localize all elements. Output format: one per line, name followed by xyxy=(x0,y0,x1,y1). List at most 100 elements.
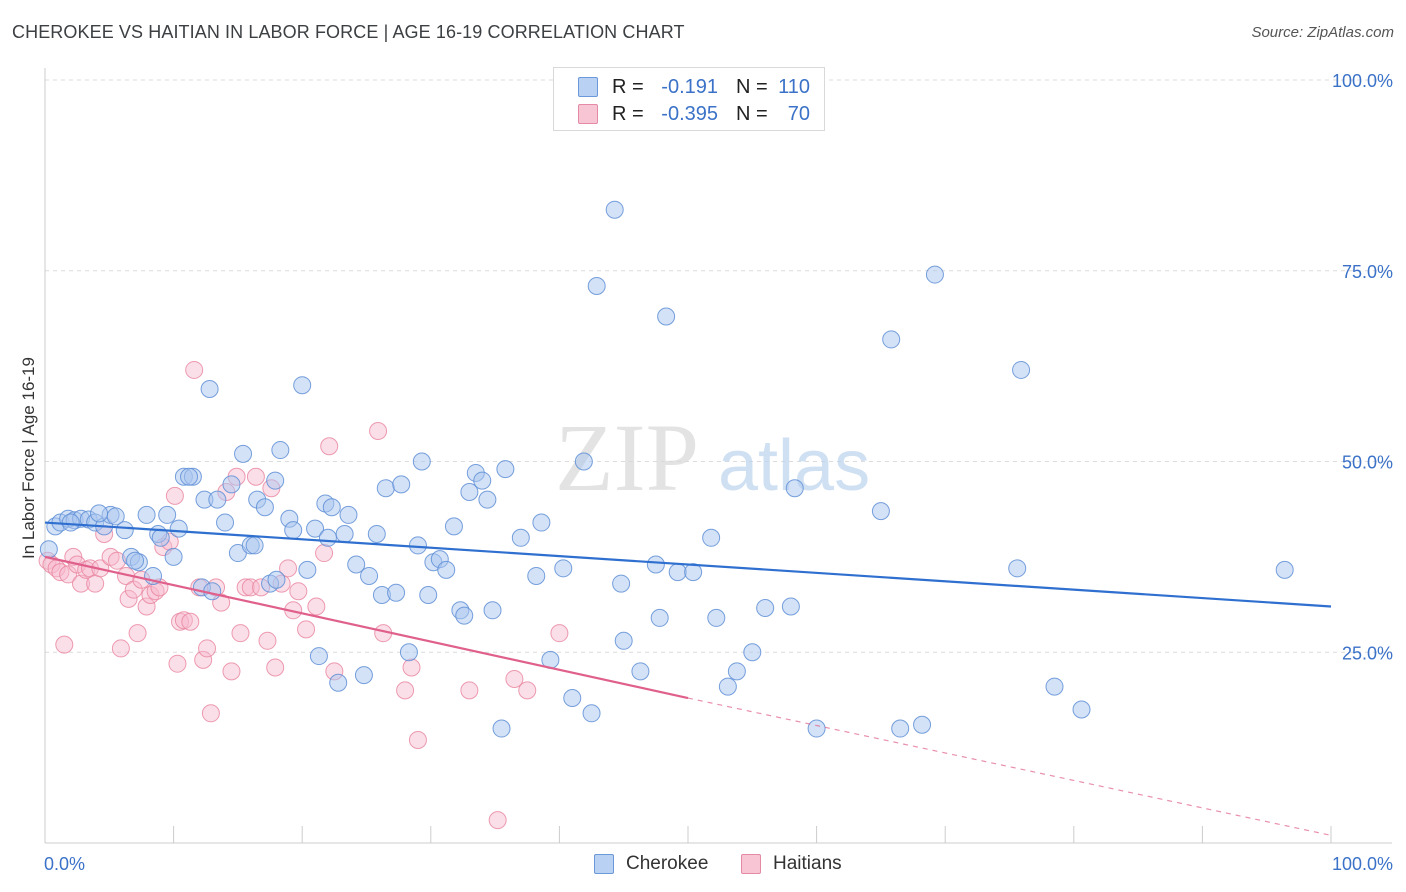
cherokee-point xyxy=(322,498,341,517)
cherokee-point xyxy=(882,330,901,349)
y-tick-label: 100.0% xyxy=(1332,71,1393,91)
cherokee-points xyxy=(39,200,1294,738)
cherokee-point xyxy=(460,483,479,502)
cherokee-point xyxy=(657,307,676,326)
cherokee-point xyxy=(702,528,721,547)
cherokee-point xyxy=(293,376,312,395)
cherokee-point xyxy=(483,601,502,620)
cherokee-point xyxy=(478,490,497,509)
x-tick-label: 100.0% xyxy=(1332,854,1393,874)
cherokee-point xyxy=(554,559,573,578)
cherokee-point xyxy=(511,528,530,547)
haitians-point xyxy=(201,704,220,723)
cherokee-point xyxy=(727,662,746,681)
haitians-points xyxy=(38,360,569,830)
cherokee-point xyxy=(646,555,665,574)
cherokee-point xyxy=(169,519,188,538)
cherokee-point xyxy=(612,574,631,593)
cherokee-point xyxy=(271,441,290,460)
cherokee-point xyxy=(335,524,354,543)
cherokee-point xyxy=(455,606,474,625)
cherokee-point xyxy=(158,505,177,524)
haitians-point xyxy=(266,658,285,677)
haitians-trendline xyxy=(44,555,689,700)
stats-legend: R = -0.191 N = 110 R = -0.395 N = 70 xyxy=(553,67,825,131)
cherokee-point xyxy=(419,586,438,605)
legend-item-cherokee[interactable]: Cherokee xyxy=(594,852,708,876)
haitians-point xyxy=(231,624,250,643)
n-value: 110 xyxy=(778,75,810,98)
cherokee-point xyxy=(785,479,804,498)
n-label: N = xyxy=(736,75,768,98)
cherokee-point xyxy=(115,521,134,540)
haitians-point xyxy=(222,662,241,681)
haitians-point xyxy=(59,565,78,584)
cherokee-trendline xyxy=(44,521,1332,608)
cherokee-point xyxy=(781,597,800,616)
cherokee-point xyxy=(496,460,515,479)
cherokee-point xyxy=(1012,360,1031,379)
cherokee-point xyxy=(668,563,687,582)
haitians-trendline-extension xyxy=(687,697,1332,836)
y-tick-label: 75.0% xyxy=(1342,262,1393,282)
haitians-point xyxy=(241,578,260,597)
cherokee-point xyxy=(871,502,890,521)
cherokee-point xyxy=(1072,700,1091,719)
cherokee-point xyxy=(444,517,463,536)
cherokee-point xyxy=(631,662,650,681)
n-label: N = xyxy=(736,102,768,125)
cherokee-point xyxy=(222,475,241,494)
cherokee-point xyxy=(492,719,511,738)
cherokee-point xyxy=(306,519,325,538)
haitians-point xyxy=(168,654,187,673)
haitians-point xyxy=(460,681,479,700)
haitians-point xyxy=(181,612,200,631)
cherokee-point xyxy=(208,490,227,509)
cherokee-point xyxy=(200,380,219,399)
haitians-point xyxy=(279,559,298,578)
cherokee-point xyxy=(1045,677,1064,696)
cherokee-point xyxy=(913,715,932,734)
haitians-point xyxy=(396,681,415,700)
haitians-point xyxy=(86,574,105,593)
cherokee-point xyxy=(574,452,593,471)
cherokee-point xyxy=(318,528,337,547)
cherokee-point xyxy=(151,528,170,547)
haitians-point xyxy=(289,582,308,601)
legend-row-haitians: R = -0.395 N = 70 xyxy=(578,101,810,127)
legend-item-haitians[interactable]: Haitians xyxy=(741,852,842,876)
cherokee-point xyxy=(1008,559,1027,578)
cherokee-point xyxy=(587,277,606,296)
haitians-point xyxy=(402,658,421,677)
cherokee-point xyxy=(234,444,253,463)
cherokee-swatch xyxy=(578,77,598,97)
r-label: R = xyxy=(612,75,644,98)
cherokee-point xyxy=(267,570,286,589)
y-axis-label: In Labor Force | Age 16-19 xyxy=(19,357,38,559)
cherokee-point xyxy=(684,563,703,582)
cherokee-legend-label: Cherokee xyxy=(626,853,709,874)
cherokee-point xyxy=(266,471,285,490)
cherokee-point xyxy=(255,498,274,517)
haitians-point xyxy=(369,421,388,440)
cherokee-point xyxy=(527,566,546,585)
x-tick-label: 0.0% xyxy=(44,854,85,874)
cherokee-point xyxy=(164,547,183,566)
haitians-point xyxy=(185,360,204,379)
haitians-point xyxy=(315,544,334,563)
haitians-point xyxy=(550,624,569,643)
source-label: Source: ZipAtlas.com xyxy=(1251,24,1394,41)
cherokee-point xyxy=(743,643,762,662)
haitians-point xyxy=(55,635,74,654)
cherokee-point xyxy=(925,265,944,284)
cherokee-point xyxy=(309,647,328,666)
cherokee-point xyxy=(1275,560,1294,579)
cherokee-point xyxy=(126,551,145,570)
haitians-point xyxy=(111,639,130,658)
cherokee-point xyxy=(347,555,366,574)
axes xyxy=(44,68,1392,844)
haitians-point xyxy=(236,578,255,597)
haitians-point xyxy=(165,486,184,505)
cherokee-legend-swatch xyxy=(594,854,614,874)
haitians-point xyxy=(124,580,143,599)
